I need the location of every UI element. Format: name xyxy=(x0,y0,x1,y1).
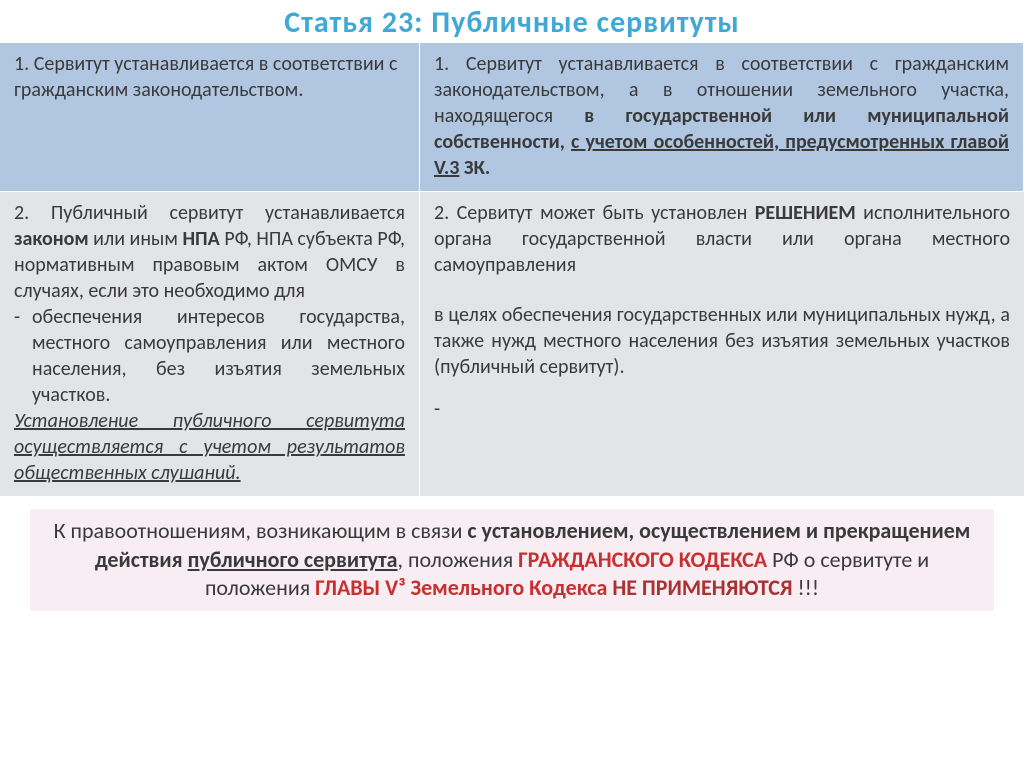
spacer xyxy=(434,286,1010,294)
spacer xyxy=(434,380,1010,388)
para-2: в целях обеспечения государственных или … xyxy=(434,302,1010,380)
italic-underline-text: Установление публичного сервитута осущес… xyxy=(14,408,405,486)
t: или иным xyxy=(89,227,183,251)
dash: - xyxy=(14,304,32,408)
b: НПА xyxy=(182,227,219,251)
t: ЗК. xyxy=(459,156,490,180)
red-text: ГЛАВЫ V³ Земельного Кодекса xyxy=(315,574,607,601)
para-1: 2. Сервитут может быть установлен РЕШЕНИ… xyxy=(434,200,1010,278)
bullet-line: - обеспечения интересов государства, мес… xyxy=(14,304,405,408)
t: К правоотношениям, возникающим в связи xyxy=(54,517,468,544)
t: , положения xyxy=(398,546,519,573)
cell-r1c2: 1. Сервитут устанавливается в соответств… xyxy=(420,43,1024,192)
para-1: 2. Публичный сервитут устанавливается за… xyxy=(14,200,405,304)
spacer xyxy=(434,278,1010,286)
cell-num: 1. xyxy=(434,52,449,76)
red-text: НЕ ПРИМЕНЯЮТСЯ xyxy=(607,574,792,601)
b: законом xyxy=(14,227,89,251)
cell-r2c1: 2. Публичный сервитут устанавливается за… xyxy=(0,192,420,497)
spacer xyxy=(434,388,1010,396)
cell-num: 2. xyxy=(14,201,29,225)
cell-r2c2: 2. Сервитут может быть установлен РЕШЕНИ… xyxy=(420,192,1024,497)
footer-note: К правоотношениям, возникающим в связи с… xyxy=(30,509,994,611)
bullet-text: обеспечения интересов государства, местн… xyxy=(32,304,405,408)
dash-line: - xyxy=(434,396,1010,422)
cell-r1c1: 1. Сервитут устанавливается в соответств… xyxy=(0,43,420,192)
t: Публичный сервитут устанавливается xyxy=(51,201,405,225)
cell-num: 1. xyxy=(14,52,29,76)
b: РЕШЕНИЕМ xyxy=(755,201,856,225)
cell-text: Сервитут устанавливается в соответствии … xyxy=(14,52,397,102)
bu: публичного сервитута xyxy=(188,546,398,573)
t: !!! xyxy=(793,574,819,601)
red-text: ГРАЖДАНСКОГО КОДЕКСА xyxy=(518,546,767,573)
t: Сервитут может быть установлен xyxy=(457,201,755,225)
page-title: Статья 23: Публичные сервитуты xyxy=(0,0,1024,43)
cell-num: 2. xyxy=(434,201,449,225)
spacer xyxy=(434,294,1010,302)
comparison-table: 1. Сервитут устанавливается в соответств… xyxy=(0,43,1024,497)
